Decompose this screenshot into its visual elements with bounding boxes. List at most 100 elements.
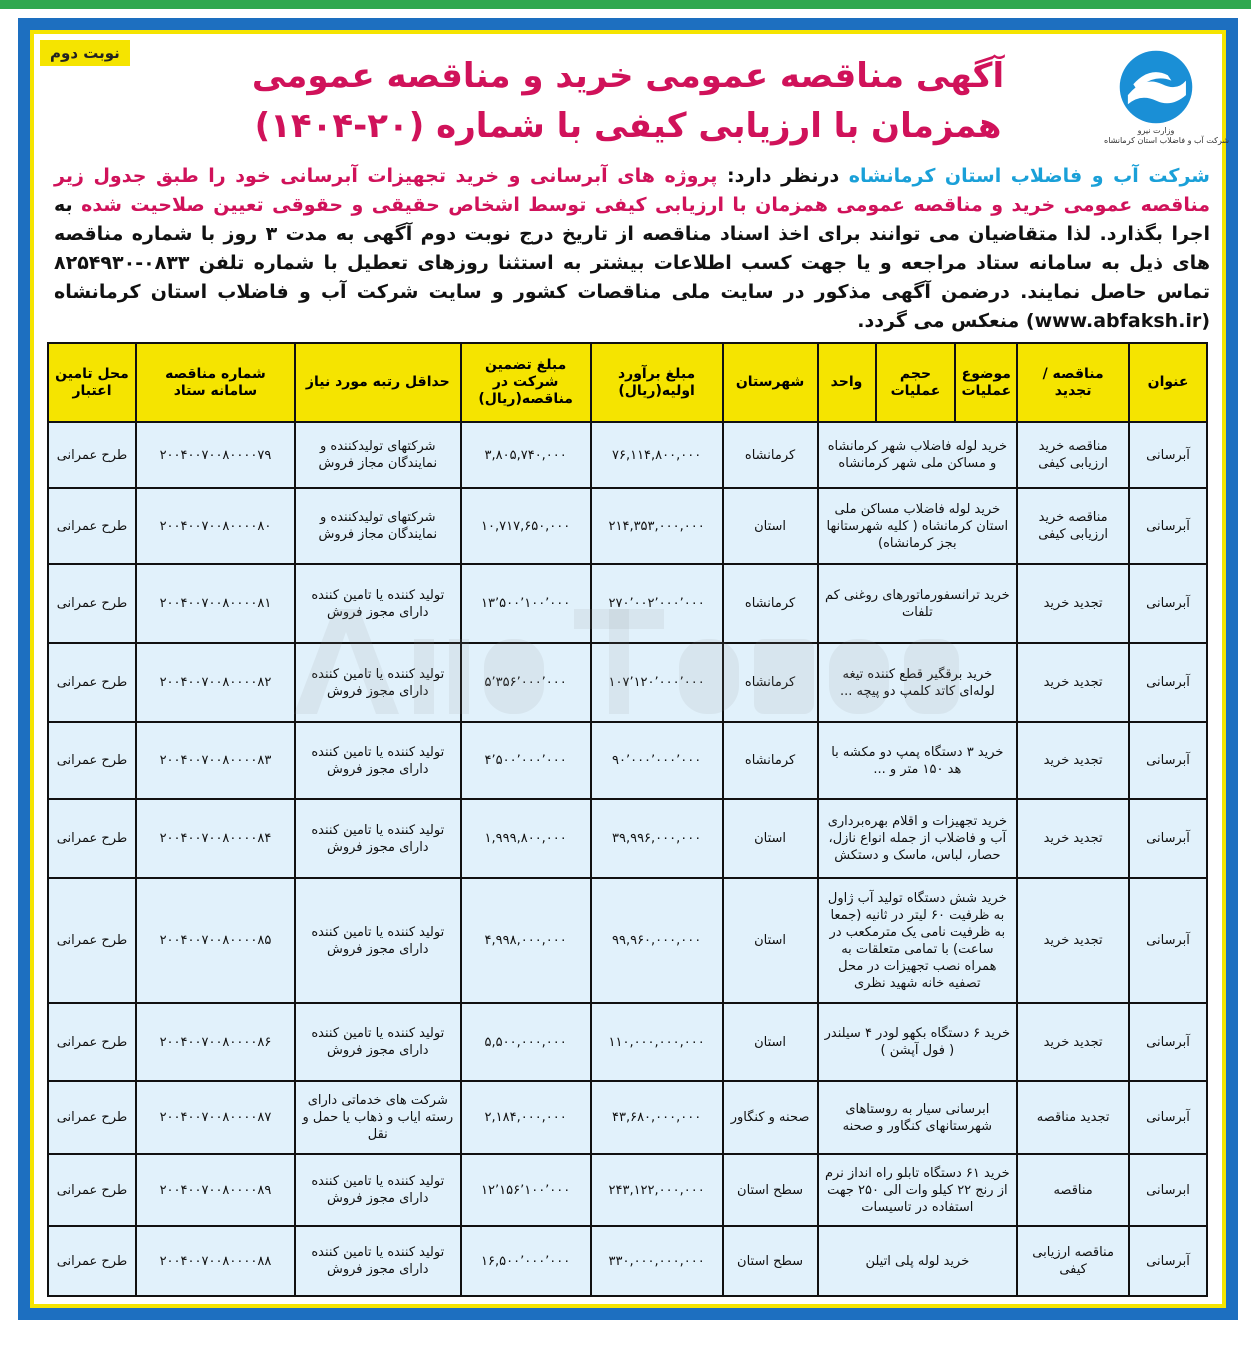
cell-estimate: ۹۰٬۰۰۰٬۰۰۰٬۰۰۰	[589, 721, 724, 800]
cell-setad-number: ۲۰۰۴۰۰۷۰۰۸۰۰۰۰۷۹	[134, 421, 296, 489]
cell-subject: خرید ۳ دستگاه پمپ دو مکشه با هد ۱۵۰ متر …	[816, 721, 1019, 800]
column-header: محل تامین اعتبار	[47, 342, 137, 423]
cell-min-grade: تولید کننده یا تامین کننده دارای مجوز فر…	[293, 1153, 462, 1227]
cell-subject: خرید ۶۱ دستگاه تابلو راه انداز نرم از رن…	[816, 1153, 1019, 1227]
cell-tender-type: مناقصه ارزیابی کیفی	[1016, 1225, 1131, 1297]
cell-subject: خرید تجهیزات و اقلام بهره‌برداری آب و فا…	[816, 798, 1019, 879]
cell-tender-type: تجدید خرید	[1016, 1002, 1131, 1082]
cell-setad-number: ۲۰۰۴۰۰۷۰۰۸۰۰۰۰۸۹	[134, 1153, 296, 1227]
cell-min-grade: شرکت های خدماتی دارای رسته ایاب و ذهاب ی…	[293, 1080, 462, 1155]
cell-min-grade: تولید کننده یا تامین کننده دارای مجوز فر…	[293, 563, 462, 644]
cell-setad-number: ۲۰۰۴۰۰۷۰۰۸۰۰۰۰۸۲	[134, 642, 296, 723]
cell-min-grade: تولید کننده یا تامین کننده دارای مجوز فر…	[293, 798, 462, 879]
table-header-row: عنوان مناقصه / تجدید موضوع عملیات حجم عملیا…	[47, 342, 1208, 423]
column-header: عنوان	[1128, 342, 1208, 423]
cell-subject: خرید برقگیر قطع کننده تیغه لوله‌ای کاتد …	[816, 642, 1019, 723]
table-row: ابرسانی مناقصه خرید ۶۱ دستگاه تابلو راه ان…	[47, 1153, 1208, 1227]
edition-badge: نوبت دوم	[40, 40, 130, 66]
cell-funding: طرح عمرانی	[47, 721, 137, 800]
cell-title: آبرسانی	[1128, 1002, 1208, 1082]
cell-title: آبرسانی	[1128, 877, 1208, 1004]
intro-highlight: پروژه های آبرسانی و خرید تجهیزات آبرسانی…	[54, 165, 1210, 216]
cell-guarantee: ۱۰,۷۱۷,۶۵۰,۰۰۰	[459, 487, 592, 565]
cell-subject: خرید ترانسفورماتورهای روغنی کم تلفات	[816, 563, 1019, 644]
column-header: واحد	[816, 342, 877, 423]
cell-subject: خرید لوله پلی اتیلن	[816, 1225, 1019, 1297]
table-row: آبرسانی تجدید خرید خرید برقگیر قطع کننده ت…	[47, 642, 1208, 723]
cell-min-grade: تولید کننده یا تامین کننده دارای مجوز فر…	[293, 1002, 462, 1082]
column-header: مبلغ برآورد اولیه(ریال)	[589, 342, 724, 423]
cell-setad-number: ۲۰۰۴۰۰۷۰۰۸۰۰۰۰۸۱	[134, 563, 296, 644]
cell-tender-type: تجدید خرید	[1016, 798, 1131, 879]
cell-tender-type: تجدید خرید	[1016, 563, 1131, 644]
cell-city: کرمانشاه	[721, 642, 819, 723]
cell-subject: خرید لوله فاضلاب مساکن ملی استان کرمانشا…	[816, 487, 1019, 565]
cell-title: آبرسانی	[1128, 563, 1208, 644]
table-row: آبرسانی تجدید خرید خرید ۶ دستگاه بکهو لودر…	[47, 1002, 1208, 1082]
cell-tender-type: مناقصه خرید ارزیابی کیفی	[1016, 421, 1131, 489]
cell-subject: خرید شش دستگاه تولید آب ژاول به ظرفیت ۶۰…	[816, 877, 1019, 1004]
cell-city: استان	[721, 487, 819, 565]
company-name: شرکت آب و فاضلاب استان کرمانشاه	[848, 165, 1210, 187]
company-logo: وزارت نیرو شرکت آب و فاضلاب استان کرمانش…	[1104, 48, 1230, 146]
logo-caption-1: وزارت نیرو	[1137, 126, 1175, 135]
water-drop-logo-icon	[1119, 50, 1193, 124]
cell-estimate: ۲۱۴,۳۵۳,۰۰۰,۰۰۰	[589, 487, 724, 565]
cell-setad-number: ۲۰۰۴۰۰۷۰۰۸۰۰۰۰۸۶	[134, 1002, 296, 1082]
cell-tender-type: تجدید مناقصه	[1016, 1080, 1131, 1155]
cell-estimate: ۱۰۷٬۱۲۰٬۰۰۰٬۰۰۰	[589, 642, 724, 723]
table-row: آبرسانی مناقصه خرید ارزیابی کیفی خرید لوله…	[47, 421, 1208, 489]
cell-estimate: ۷۶,۱۱۴,۸۰۰,۰۰۰	[589, 421, 724, 489]
column-header: شماره مناقصه سامانه ستاد	[134, 342, 296, 423]
cell-city: استان	[721, 1002, 819, 1082]
cell-guarantee: ۱,۹۹۹,۸۰۰,۰۰۰	[459, 798, 592, 879]
table-row: آبرسانی مناقصه ارزیابی کیفی خرید لوله پلی …	[47, 1225, 1208, 1297]
cell-subject: خرید ۶ دستگاه بکهو لودر ۴ سیلندر ( فول آ…	[816, 1002, 1019, 1082]
cell-guarantee: ۳,۸۰۵,۷۴۰,۰۰۰	[459, 421, 592, 489]
headline-2: همزمان با ارزیابی کیفی با شماره (۲۰-۱۴۰۴…	[254, 106, 1002, 146]
logo-caption-2: شرکت آب و فاضلاب استان کرمانشاه	[1104, 136, 1230, 145]
table-row: آبرسانی تجدید خرید خرید ۳ دستگاه پمپ دو مک…	[47, 721, 1208, 800]
cell-min-grade: تولید کننده یا تامین کننده دارای مجوز فر…	[293, 877, 462, 1004]
cell-funding: طرح عمرانی	[47, 421, 137, 489]
cell-guarantee: ۴٬۵۰۰٬۰۰۰٬۰۰۰	[459, 721, 592, 800]
cell-title: آبرسانی	[1128, 642, 1208, 723]
cell-estimate: ۲۷۰٬۰۰۲٬۰۰۰٬۰۰۰	[589, 563, 724, 644]
cell-tender-type: تجدید خرید	[1016, 642, 1131, 723]
cell-subject: ابرسانی سیار به روستاهای شهرستانهای کنگا…	[816, 1080, 1019, 1155]
cell-funding: طرح عمرانی	[47, 1002, 137, 1082]
cell-setad-number: ۲۰۰۴۰۰۷۰۰۸۰۰۰۰۸۰	[134, 487, 296, 565]
cell-estimate: ۴۳,۶۸۰,۰۰۰,۰۰۰	[589, 1080, 724, 1155]
cell-guarantee: ۲,۱۸۴,۰۰۰,۰۰۰	[459, 1080, 592, 1155]
cell-min-grade: شرکتهای تولیدکننده و نمایندگان مجاز فروش	[293, 487, 462, 565]
cell-city: کرمانشاه	[721, 721, 819, 800]
cell-city: سطح استان	[721, 1153, 819, 1227]
cell-funding: طرح عمرانی	[47, 798, 137, 879]
cell-setad-number: ۲۰۰۴۰۰۷۰۰۸۰۰۰۰۸۸	[134, 1225, 296, 1297]
cell-tender-type: مناقصه	[1016, 1153, 1131, 1227]
cell-title: آبرسانی	[1128, 487, 1208, 565]
cell-subject: خرید لوله فاضلاب شهر کرمانشاه و مساکن مل…	[816, 421, 1019, 489]
ad-frame: نوبت دوم وزارت نیرو شرکت آب و فاضلاب است…	[18, 18, 1238, 1320]
table-row: آبرسانی تجدید خرید خرید شش دستگاه تولید آب…	[47, 877, 1208, 1004]
intro-paragraph: شرکت آب و فاضلاب استان کرمانشاه درنظر دا…	[54, 162, 1210, 336]
cell-setad-number: ۲۰۰۴۰۰۷۰۰۸۰۰۰۰۸۵	[134, 877, 296, 1004]
cell-city: استان	[721, 877, 819, 1004]
cell-funding: طرح عمرانی	[47, 1153, 137, 1227]
cell-min-grade: تولید کننده یا تامین کننده دارای مجوز فر…	[293, 1225, 462, 1297]
table-row: آبرسانی تجدید خرید خرید تجهیزات و اقلام به…	[47, 798, 1208, 879]
cell-funding: طرح عمرانی	[47, 642, 137, 723]
cell-min-grade: تولید کننده یا تامین کننده دارای مجوز فر…	[293, 642, 462, 723]
cell-title: ابرسانی	[1128, 1153, 1208, 1227]
cell-estimate: ۲۴۳,۱۲۲,۰۰۰,۰۰۰	[589, 1153, 724, 1227]
cell-guarantee: ۱۳٬۵۰۰٬۱۰۰٬۰۰۰	[459, 563, 592, 644]
cell-guarantee: ۵,۵۰۰,۰۰۰,۰۰۰	[459, 1002, 592, 1082]
column-header: شهرستان	[721, 342, 819, 423]
cell-funding: طرح عمرانی	[47, 1080, 137, 1155]
column-header: حجم عملیات	[874, 342, 957, 423]
cell-title: آبرسانی	[1128, 421, 1208, 489]
intro-text-1: درنظر دارد:	[717, 165, 849, 187]
cell-funding: طرح عمرانی	[47, 487, 137, 565]
cell-estimate: ۹۹,۹۶۰,۰۰۰,۰۰۰	[589, 877, 724, 1004]
cell-funding: طرح عمرانی	[47, 563, 137, 644]
